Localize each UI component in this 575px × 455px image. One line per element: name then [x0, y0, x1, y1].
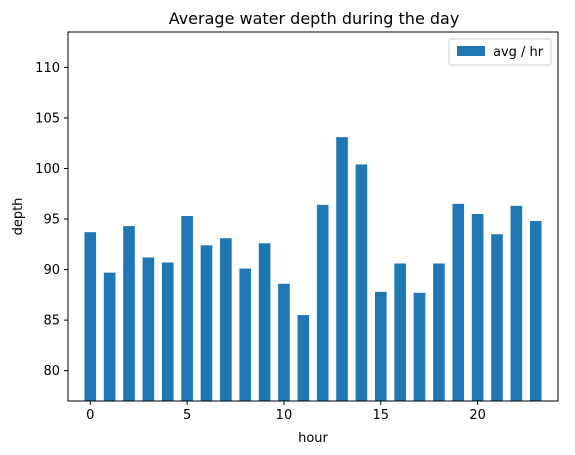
x-tick-label: 20: [469, 408, 486, 423]
bar-hour-0: [84, 232, 97, 401]
y-tick-label: 110: [35, 61, 60, 76]
x-tick-label: 5: [183, 408, 191, 423]
bar-hour-2: [123, 226, 135, 401]
legend: avg / hr: [448, 38, 552, 66]
bar-hour-8: [239, 268, 252, 401]
legend-swatch: [457, 46, 485, 56]
y-tick-label: 95: [43, 213, 60, 228]
x-tick-label: 10: [276, 408, 293, 423]
y-tick-label: 100: [35, 162, 60, 177]
legend-label: avg / hr: [493, 45, 544, 60]
bar-hour-18: [433, 263, 445, 401]
y-tick-label: 80: [43, 364, 60, 379]
bar-hour-7: [220, 238, 232, 401]
bar-hour-20: [471, 213, 484, 401]
bar-hour-9: [258, 243, 271, 401]
bar-hour-6: [200, 245, 213, 401]
bar-hour-4: [161, 262, 174, 401]
bar-hour-16: [394, 263, 406, 401]
bar-hour-13: [336, 137, 348, 402]
bar-hour-3: [142, 257, 155, 401]
legend-box: [448, 38, 552, 66]
bar-hour-11: [297, 315, 310, 401]
plot-frame: [67, 31, 559, 402]
y-axis-ticks: 80 85 90 95 100 105 110: [35, 61, 68, 379]
y-axis-title: depth: [11, 198, 26, 236]
y-tick-label: 90: [43, 263, 60, 278]
x-axis-ticks: 0 5 10 15 20: [86, 401, 486, 423]
x-tick-label: 0: [86, 408, 94, 423]
bar-hour-12: [316, 204, 329, 401]
chart-title: Average water depth during the day: [169, 9, 460, 28]
x-tick-label: 15: [373, 408, 390, 423]
bar-hour-14: [355, 164, 368, 401]
bar-hour-19: [452, 203, 465, 401]
bar-hour-5: [181, 215, 193, 401]
y-tick-label: 105: [35, 111, 60, 126]
bar-hour-10: [278, 283, 290, 401]
bars-group: [84, 137, 542, 402]
bar-hour-23: [529, 221, 542, 401]
bar-hour-15: [374, 291, 387, 401]
bar-hour-1: [103, 272, 116, 401]
bar-hour-21: [491, 234, 503, 401]
x-axis-title: hour: [298, 431, 328, 446]
y-tick-label: 85: [43, 314, 60, 329]
bar-hour-22: [510, 205, 523, 401]
bar-hour-17: [413, 292, 426, 401]
